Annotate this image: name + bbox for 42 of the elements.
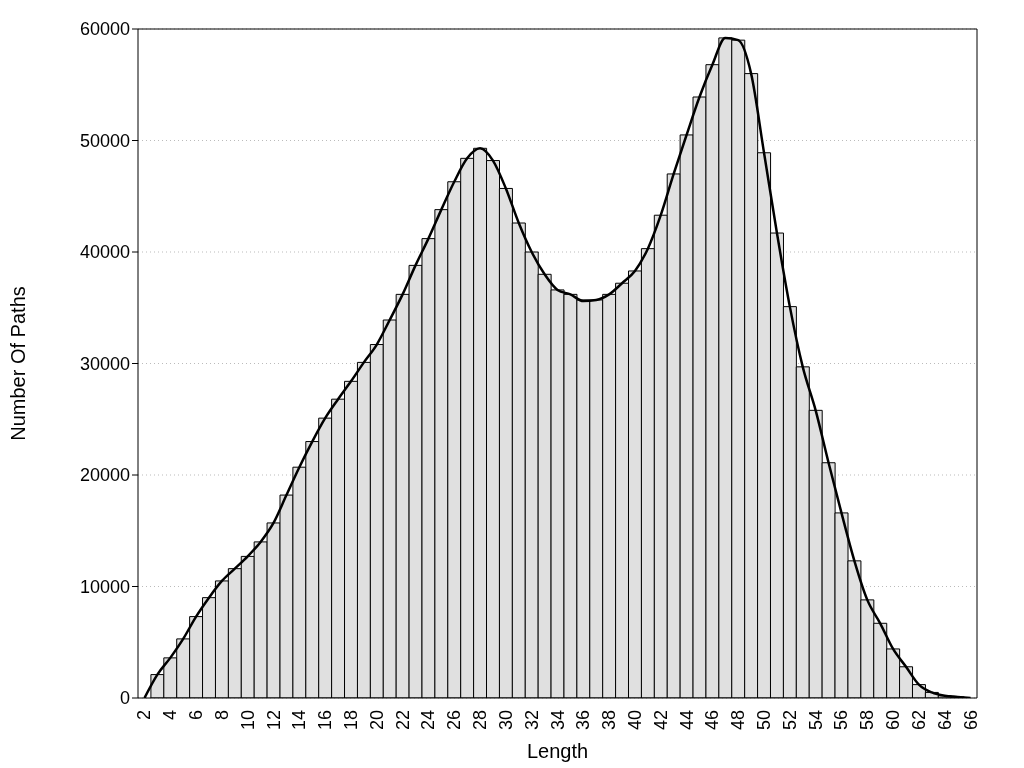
x-tick-label: 16 (315, 710, 336, 731)
x-tick-label: 54 (805, 710, 826, 731)
y-tick-label: 40000 (79, 242, 130, 263)
x-tick-label: 52 (779, 710, 800, 731)
x-tick-label: 42 (650, 710, 671, 731)
y-tick-label: 20000 (79, 465, 130, 486)
x-tick-label: 30 (495, 710, 516, 731)
x-tick-label: 4 (160, 710, 181, 721)
x-tick-label: 38 (599, 710, 620, 731)
y-tick-label: 50000 (79, 130, 130, 151)
x-tick-label: 24 (418, 710, 439, 731)
x-tick-label: 6 (186, 710, 207, 721)
x-tick-label: 56 (831, 710, 852, 731)
x-tick-label: 46 (702, 710, 723, 731)
x-tick-label: 40 (624, 710, 645, 731)
x-tick-label: 14 (289, 710, 310, 731)
x-tick-label: 8 (211, 710, 232, 721)
y-tick-label: 0 (119, 688, 130, 709)
x-tick-label: 10 (237, 710, 258, 731)
y-tick-label: 60000 (79, 19, 130, 40)
x-tick-label: 34 (547, 710, 568, 731)
x-tick-label: 50 (754, 710, 775, 731)
x-tick-label: 48 (728, 710, 749, 731)
x-tick-label: 36 (573, 710, 594, 731)
x-tick-label: 62 (908, 710, 929, 731)
x-tick-label: 28 (470, 710, 491, 731)
x-tick-label: 22 (392, 710, 413, 731)
x-tick-label: 18 (340, 710, 361, 731)
x-axis-title: Length (526, 740, 589, 762)
y-axis-title: Number Of Paths (7, 286, 30, 441)
x-tick-label: 2 (134, 710, 155, 721)
x-tick-label: 66 (960, 710, 981, 731)
x-tick-label: 12 (263, 710, 284, 731)
x-tick-label: 58 (857, 710, 878, 731)
x-tick-label: 20 (366, 710, 387, 731)
x-tick-label: 32 (521, 710, 542, 731)
x-tick-label: 26 (444, 710, 465, 731)
x-tick-label: 64 (934, 710, 955, 731)
y-tick-label: 10000 (79, 576, 130, 597)
x-tick-label: 60 (883, 710, 904, 731)
x-tick-label: 44 (676, 710, 697, 731)
y-tick-label: 30000 (79, 353, 130, 374)
